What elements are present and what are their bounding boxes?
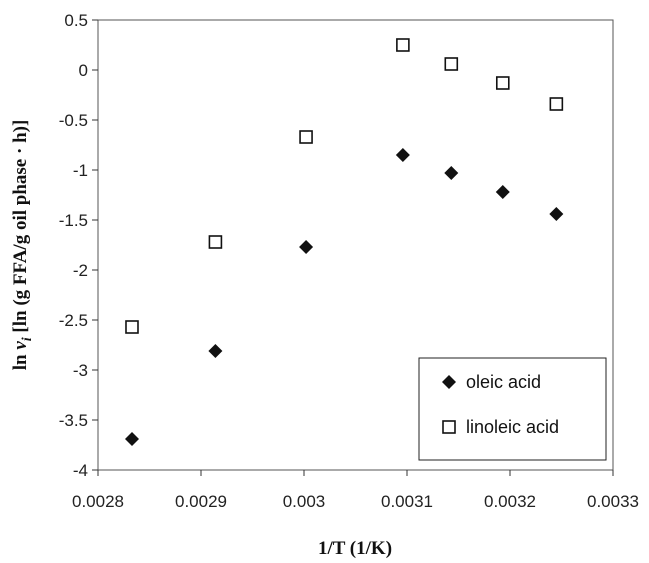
y-tick-label: 0.5 [64,11,88,30]
y-tick-label: -4 [73,461,88,480]
data-point-linoleic-acid [208,235,223,249]
data-point-oleic-acid [124,432,139,446]
data-point-oleic-acid [444,166,459,180]
y-axis-title-subscript: i [20,337,35,341]
data-point-oleic-acid [208,344,223,358]
x-tick-label: 0.0032 [484,492,536,511]
y-axis-title: ln vi [ln (g FFA/g oil phase · h)] [10,120,35,371]
data-point-linoleic-acid [299,130,313,144]
data-point-oleic-acid [395,148,410,162]
data-point-linoleic-acid [125,320,139,334]
y-axis: 0.5 0 -0.5 -1 -1.5 -2 -2.5 -3 -3.5 -4 [59,11,98,480]
y-axis-title-variable: v [10,341,31,350]
y-axis-title-suffix: [ln (g FFA/g oil phase · h)] [10,120,31,338]
x-axis-title: 1/T (1/K) [318,538,392,559]
x-tick-label: 0.0033 [587,492,639,511]
legend-label-linoleic-acid: linoleic acid [466,417,559,437]
data-point-linoleic-acid [495,76,510,90]
data-point-oleic-acid [549,207,564,221]
legend: oleic acid linoleic acid [418,357,607,461]
legend-marker-oleic-acid [442,375,456,389]
data-point-linoleic-acid [396,38,410,52]
data-point-linoleic-acid [549,97,564,111]
data-points [124,38,564,446]
legend-marker-linoleic-acid [442,420,456,434]
y-tick-label: 0 [79,61,88,80]
y-tick-label: -1 [73,161,88,180]
data-point-linoleic-acid [444,57,459,71]
y-tick-label: -2.5 [59,311,88,330]
x-tick-label: 0.0029 [175,492,227,511]
x-tick-label: 0.0028 [72,492,124,511]
x-tick-label: 0.0031 [381,492,433,511]
legend-box [418,357,607,461]
y-tick-label: -2 [73,261,88,280]
x-tick-label: 0.003 [283,492,326,511]
y-tick-label: -3 [73,361,88,380]
data-point-oleic-acid [495,185,510,199]
y-tick-label: -1.5 [59,211,88,230]
x-axis: 0.0028 0.0029 0.003 0.0031 0.0032 0.0033 [72,470,639,511]
y-tick-label: -0.5 [59,111,88,130]
data-point-oleic-acid [299,240,314,254]
y-tick-label: -3.5 [59,411,88,430]
legend-label-oleic-acid: oleic acid [466,372,541,392]
y-axis-title-prefix: ln [10,350,31,371]
